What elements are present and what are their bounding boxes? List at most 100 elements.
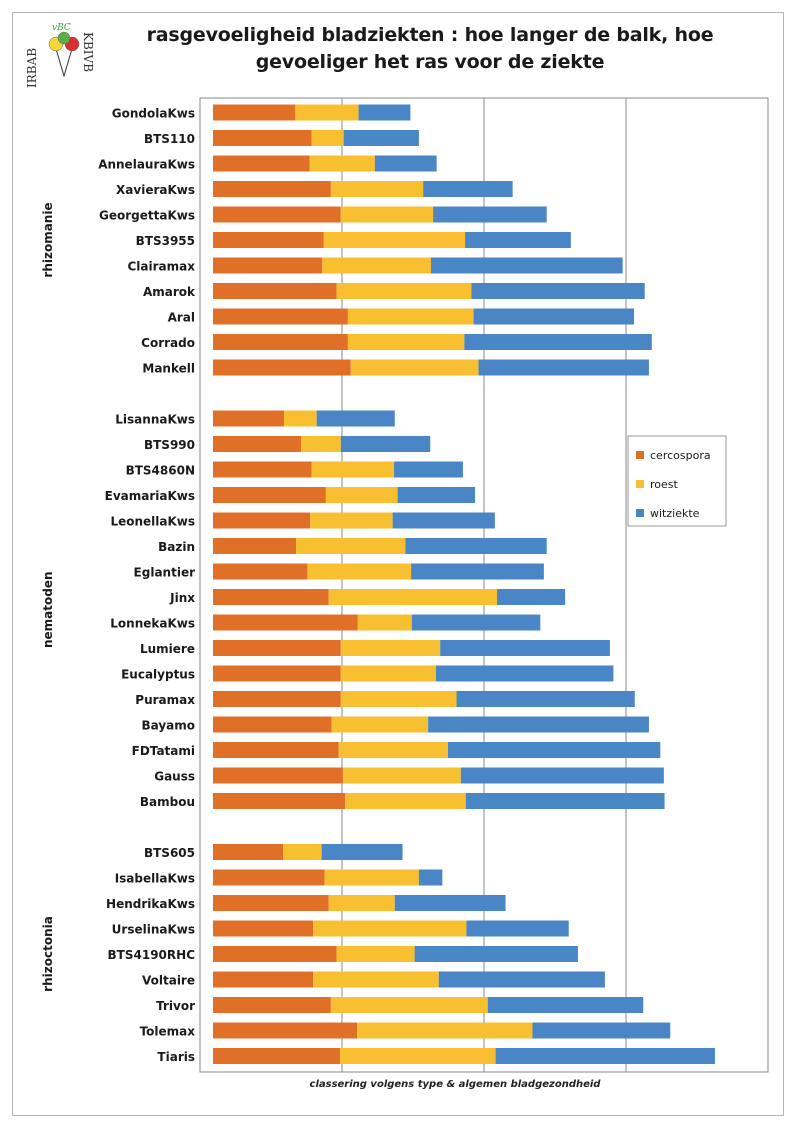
bar-segment-witziekte [532, 1022, 671, 1039]
category-label: Eucalyptus [121, 668, 195, 682]
bar-segment-roest [357, 1022, 533, 1039]
category-label: Amarok [143, 285, 196, 299]
chart-title: rasgevoeligheid bladziekten : hoe langer… [120, 22, 740, 76]
bar-segment-cercospora [213, 971, 314, 988]
bar-segment-witziekte [428, 716, 649, 733]
bar-segment-cercospora [213, 869, 325, 886]
bar-segment-cercospora [213, 1022, 358, 1039]
bar-segment-roest [322, 257, 431, 274]
bar-segment-witziekte [465, 793, 665, 809]
bar-segment-roest [342, 767, 461, 784]
bar-segment-cercospora [213, 844, 284, 860]
bar-segment-witziekte [456, 691, 635, 707]
bar-segment-witziekte [495, 1048, 715, 1064]
category-label: AnnelauraKws [98, 158, 195, 172]
bar-segment-cercospora [213, 1048, 341, 1064]
bar-segment-witziekte [430, 257, 623, 274]
bar-segment-witziekte [460, 767, 664, 784]
bar-segment-cercospora [213, 487, 326, 503]
bar-segment-witziekte [435, 665, 614, 682]
category-label: XavieraKws [116, 183, 195, 197]
bar-segment-cercospora [213, 691, 341, 707]
category-label: LisannaKws [115, 413, 195, 427]
bar-segment-roest [345, 793, 466, 809]
legend-swatch-witziekte [636, 509, 644, 517]
bar-segment-roest [313, 971, 439, 988]
chart-title-line-2: gevoeliger het ras voor de ziekte [255, 51, 605, 73]
bar-segment-cercospora [213, 461, 312, 478]
bar-segment-cercospora [213, 155, 310, 172]
bar-segment-witziekte [440, 640, 610, 656]
category-label: BTS990 [144, 438, 195, 452]
bar-segment-roest [311, 461, 395, 478]
bar-segment-witziekte [358, 104, 411, 121]
bar-segment-roest [350, 359, 479, 376]
bar-segment-cercospora [213, 308, 348, 325]
bar-segment-witziekte [497, 589, 566, 605]
category-label: Puramax [135, 693, 195, 707]
bar-segment-witziekte [394, 461, 463, 478]
category-label: Gauss [154, 770, 195, 784]
category-label: Eglantier [134, 566, 196, 580]
bar-segment-cercospora [213, 767, 343, 784]
bar-segment-witziekte [411, 563, 544, 580]
bar-segment-roest [330, 181, 424, 197]
category-label: Lumiere [140, 642, 195, 656]
bar-segment-cercospora [213, 334, 348, 350]
bar-segment-witziekte [392, 512, 495, 529]
category-label: Aral [168, 311, 195, 325]
legend-label-roest: roest [650, 478, 679, 491]
category-label: Corrado [141, 336, 195, 350]
category-label: Voltaire [142, 974, 195, 988]
category-label: GeorgettaKws [99, 209, 195, 223]
bar-segment-witziekte [433, 206, 547, 223]
bar-segment-cercospora [213, 359, 351, 376]
bar-segment-cercospora [213, 232, 324, 248]
bar-segment-roest [357, 614, 412, 631]
category-label: Trivor [156, 999, 195, 1013]
bar-segment-roest [340, 206, 434, 223]
bar-segment-cercospora [213, 206, 341, 223]
legend-swatch-roest [636, 480, 644, 488]
bar-segment-witziekte [478, 359, 649, 376]
bar-segment-witziekte [438, 971, 605, 988]
bar-segment-cercospora [213, 410, 284, 427]
bar-segment-cercospora [213, 946, 337, 962]
bar-segment-roest [295, 104, 359, 121]
bar-segment-roest [347, 308, 474, 325]
bar-segment-roest [340, 691, 457, 707]
category-label: Tolemax [140, 1025, 196, 1039]
legend-label-witziekte: witziekte [650, 507, 700, 520]
bar-segment-witziekte [465, 232, 571, 248]
category-label: BTS4860N [126, 464, 195, 478]
bar-segment-roest [340, 1048, 496, 1064]
bar-segment-witziekte [394, 895, 506, 911]
bar-segment-witziekte [321, 844, 403, 860]
logo-text-right: KBIVB [81, 32, 95, 72]
group-label: rhizoctonia [41, 916, 55, 992]
bar-segment-cercospora [213, 589, 329, 605]
bar-segment-roest [338, 742, 449, 758]
bar-segment-witziekte [316, 410, 395, 427]
bar-segment-cercospora [213, 538, 297, 554]
bar-segment-roest [313, 920, 467, 937]
bar-segment-witziekte [487, 997, 644, 1013]
bar-segment-roest [325, 487, 398, 503]
category-label: UrselinaKws [112, 923, 195, 937]
bar-segment-cercospora [213, 895, 329, 911]
bar-segment-roest [340, 640, 441, 656]
bar-segment-witziekte [340, 436, 431, 452]
category-label: BTS605 [144, 846, 195, 860]
bar-segment-cercospora [213, 181, 331, 197]
bar-segment-roest [340, 665, 436, 682]
logo-text-top: vBC [52, 23, 71, 33]
bar-segment-cercospora [213, 614, 358, 631]
bar-segment-cercospora [213, 563, 308, 580]
bar-segment-witziekte [414, 946, 578, 962]
bar-segment-cercospora [213, 997, 331, 1013]
bar-segment-roest [311, 130, 344, 146]
bar-segment-cercospora [213, 130, 312, 146]
bar-segment-witziekte [464, 334, 652, 350]
category-label: IsabellaKws [115, 872, 195, 886]
bar-segment-roest [307, 563, 412, 580]
